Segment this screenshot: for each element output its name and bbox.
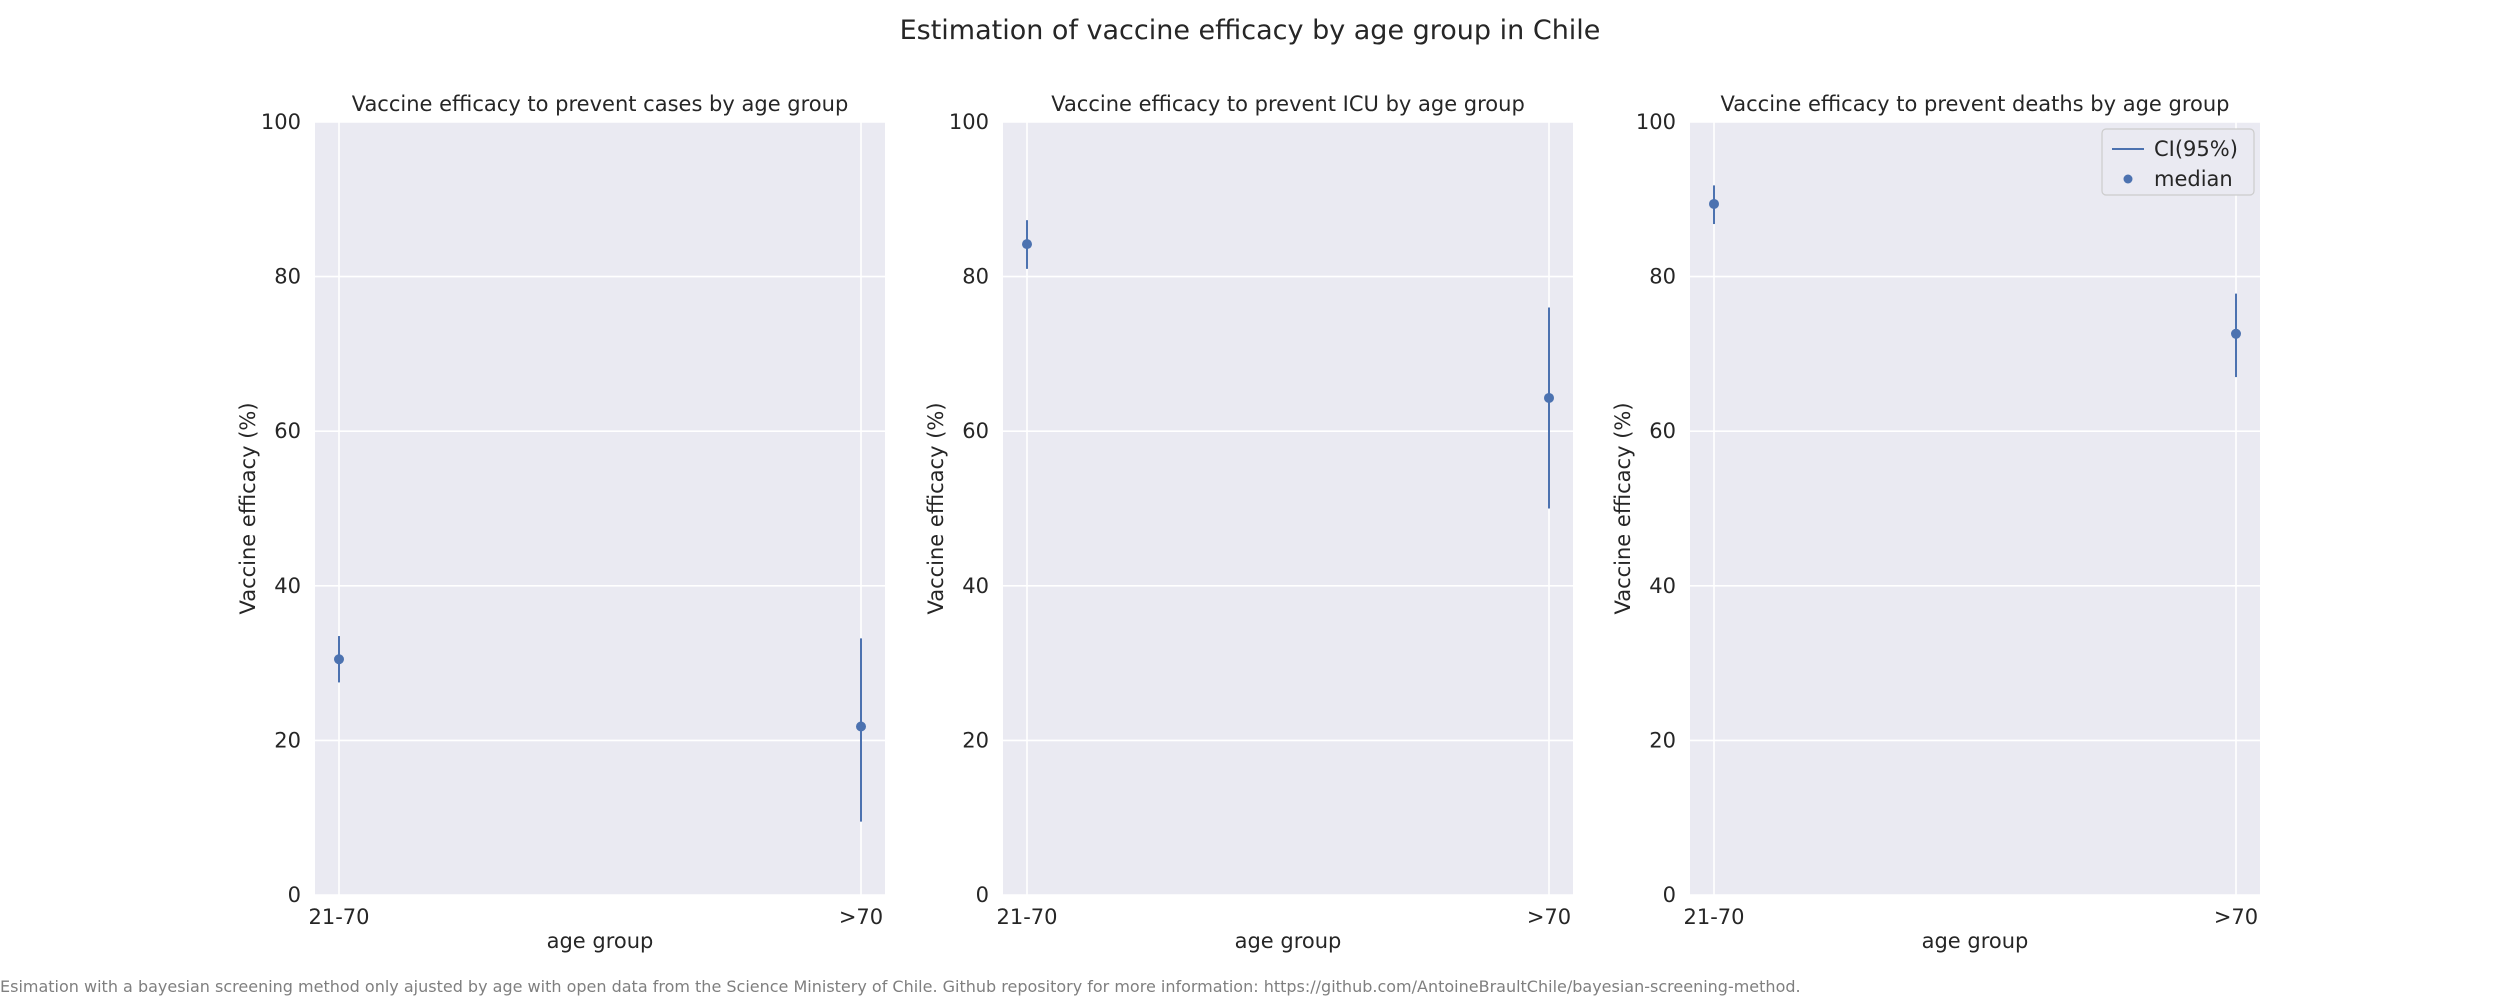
x-tick-label: >70: [839, 905, 883, 929]
plot-area: [315, 122, 885, 895]
legend-ci-label: CI(95%): [2154, 137, 2238, 161]
median-point: [1709, 198, 1719, 209]
y-tick-label: 40: [274, 574, 301, 598]
panel-title: Vaccine efficacy to prevent cases by age…: [352, 92, 849, 116]
y-axis-label: Vaccine efficacy (%): [1611, 402, 1635, 614]
legend: CI(95%) median: [2101, 128, 2255, 196]
y-axis-label: Vaccine efficacy (%): [924, 402, 948, 614]
y-tick-label: 0: [976, 883, 989, 907]
x-tick-label: 21-70: [308, 905, 369, 929]
y-tick-label: 60: [274, 419, 301, 443]
x-axis-label: age group: [1922, 929, 2029, 953]
y-tick-label: 100: [261, 110, 301, 134]
x-axis-label: age group: [1235, 929, 1342, 953]
panel-title: Vaccine efficacy to prevent ICU by age g…: [1051, 92, 1525, 116]
x-tick-label: 21-70: [1683, 905, 1744, 929]
y-tick-label: 100: [1636, 110, 1676, 134]
y-axis-label: Vaccine efficacy (%): [236, 402, 260, 614]
legend-median-swatch: [2123, 174, 2133, 184]
y-tick-label: 40: [962, 574, 989, 598]
median-point: [334, 654, 344, 665]
median-point: [2231, 328, 2241, 339]
x-tick-label: 21-70: [996, 905, 1057, 929]
y-tick-label: 60: [1649, 419, 1676, 443]
panel-2: 0 20 40 60 80 100 21-70 >70 Vaccine efficacy to …: [924, 92, 1573, 953]
panel-title: Vaccine efficacy to prevent deaths by ag…: [1721, 92, 2230, 116]
figure-title: Estimation of vaccine efficacy by age gr…: [900, 15, 1601, 46]
y-tick-label: 20: [962, 728, 989, 752]
plot-area: [1003, 122, 1573, 895]
y-tick-label: 60: [962, 419, 989, 443]
panel-3: 0 20 40 60 80 100 21-70 >70 Vaccine efficacy to …: [1611, 92, 2260, 953]
y-tick-label: 20: [1649, 728, 1676, 752]
y-tick-label: 80: [962, 265, 989, 289]
legend-median-label: median: [2154, 167, 2233, 191]
x-tick-label: >70: [2214, 905, 2258, 929]
y-tick-label: 40: [1649, 574, 1676, 598]
panels: 0 20 40 60 80 100 21-70 >70 Vaccine efficacy to …: [236, 92, 2260, 953]
y-tick-label: 100: [949, 110, 989, 134]
x-axis-label: age group: [547, 929, 654, 953]
x-tick-label: >70: [1527, 905, 1571, 929]
median-point: [856, 721, 866, 732]
footnote: Esimation with a bayesian screening meth…: [0, 977, 1801, 996]
legend-box: [2101, 128, 2255, 196]
median-point: [1022, 239, 1032, 250]
median-point: [1544, 392, 1554, 403]
y-tick-label: 20: [274, 728, 301, 752]
y-tick-label: 80: [1649, 265, 1676, 289]
panel-1: 0 20 40 60 80 100 21-70 >70 Vaccine efficacy to …: [236, 92, 885, 953]
plot-area: [1690, 122, 2260, 895]
y-tick-label: 0: [288, 883, 301, 907]
y-tick-label: 80: [274, 265, 301, 289]
y-tick-label: 0: [1663, 883, 1676, 907]
